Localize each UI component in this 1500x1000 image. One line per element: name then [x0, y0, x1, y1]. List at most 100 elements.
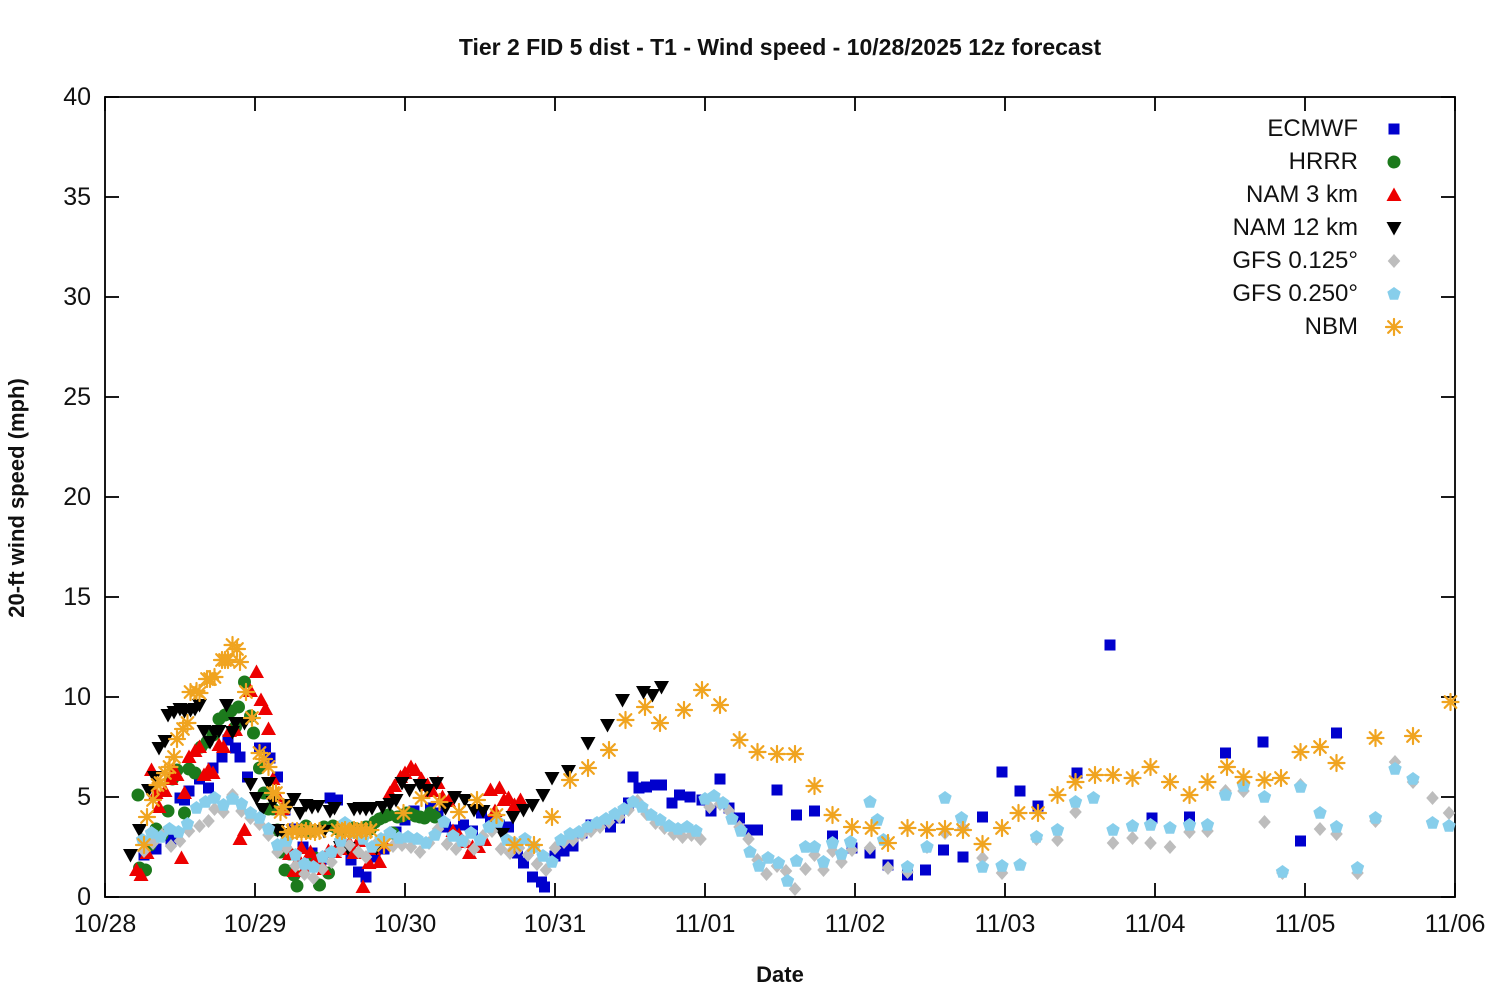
data-point	[1257, 736, 1269, 748]
data-point	[353, 866, 364, 878]
data-point	[123, 849, 138, 863]
y-tick-label: 10	[63, 683, 91, 711]
data-point	[180, 817, 195, 830]
data-point	[635, 697, 655, 717]
data-point	[374, 835, 394, 855]
data-point	[1313, 806, 1327, 819]
data-point	[157, 783, 173, 797]
data-point	[513, 792, 528, 806]
data-point	[1106, 836, 1120, 850]
data-point	[608, 807, 622, 820]
chart-title: Tier 2 FID 5 dist - T1 - Wind speed - 10…	[458, 34, 1102, 60]
data-point	[580, 737, 596, 751]
data-point	[780, 874, 795, 887]
data-point	[458, 819, 469, 831]
nam3km-triangle-up-icon	[1386, 187, 1402, 201]
data-point	[835, 855, 848, 869]
data-point	[870, 813, 885, 826]
data-point	[798, 840, 813, 853]
data-point	[457, 794, 473, 808]
x-tick-label: 11/02	[825, 910, 886, 938]
data-point	[1050, 823, 1065, 836]
data-point	[771, 784, 783, 796]
x-tick-label: 11/03	[975, 910, 1036, 938]
data-point	[1442, 819, 1456, 832]
data-point	[1295, 835, 1306, 847]
data-point	[973, 834, 992, 854]
data-point	[1313, 822, 1327, 836]
data-point	[394, 777, 410, 791]
data-point	[259, 757, 278, 777]
data-point	[258, 701, 273, 715]
data-point	[548, 841, 562, 855]
data-point	[881, 861, 895, 875]
data-point	[789, 854, 804, 867]
data-point	[703, 800, 716, 814]
data-point	[225, 726, 240, 740]
data-point	[310, 800, 326, 814]
data-point	[689, 824, 703, 837]
data-point	[178, 713, 197, 733]
data-point	[208, 802, 221, 816]
data-point	[1198, 772, 1217, 792]
data-point	[535, 789, 551, 803]
data-point	[503, 846, 517, 860]
data-point	[752, 824, 763, 836]
data-point	[807, 840, 822, 853]
y-tick-label: 40	[63, 83, 91, 111]
data-point	[710, 695, 730, 715]
data-point	[171, 825, 186, 838]
x-tick-label: 11/06	[1425, 910, 1486, 938]
x-tick-label: 11/04	[1125, 910, 1186, 938]
data-point	[674, 700, 694, 720]
data-point	[298, 867, 311, 881]
data-point	[361, 855, 377, 869]
data-point	[1388, 762, 1402, 775]
data-point	[1146, 812, 1158, 824]
data-point	[566, 833, 580, 847]
data-point	[420, 784, 435, 798]
data-point	[653, 813, 667, 826]
data-point	[617, 802, 631, 815]
data-point	[734, 812, 745, 824]
x-tick-label: 11/05	[1275, 910, 1336, 938]
data-point	[230, 652, 250, 672]
data-point	[211, 725, 227, 739]
data-point	[372, 854, 387, 868]
data-point	[290, 879, 304, 893]
data-point	[475, 805, 491, 819]
data-point	[823, 805, 842, 825]
data-point	[202, 814, 215, 828]
data-point	[183, 785, 195, 797]
data-point	[834, 847, 849, 860]
data-point	[430, 792, 449, 812]
data-point	[1104, 639, 1116, 651]
data-point	[995, 866, 1009, 880]
data-point	[1066, 772, 1085, 792]
data-point	[863, 795, 877, 808]
legend-entry-ecmwf: ECMWF	[1232, 112, 1414, 145]
data-point	[412, 779, 428, 793]
data-point	[369, 851, 381, 863]
data-point	[473, 833, 487, 846]
data-point	[743, 845, 757, 858]
data-point	[505, 811, 521, 825]
data-point	[616, 710, 635, 730]
data-point	[976, 851, 989, 865]
data-point	[544, 772, 560, 786]
data-point	[174, 850, 189, 864]
data-point	[676, 830, 689, 844]
data-point	[842, 817, 862, 837]
data-point	[900, 860, 915, 873]
x-tick-label: 10/30	[374, 910, 437, 938]
data-point	[222, 734, 234, 746]
data-point	[1068, 795, 1083, 808]
data-point	[516, 804, 531, 818]
gfs0125-diamond-icon	[1387, 253, 1401, 268]
legend: ECMWF HRRR NAM 3 km NAM 12 km GFS 0.125°…	[1232, 112, 1414, 343]
data-point	[1291, 742, 1310, 762]
data-point	[1329, 820, 1344, 833]
data-point	[1163, 821, 1177, 834]
data-point	[995, 859, 1009, 872]
